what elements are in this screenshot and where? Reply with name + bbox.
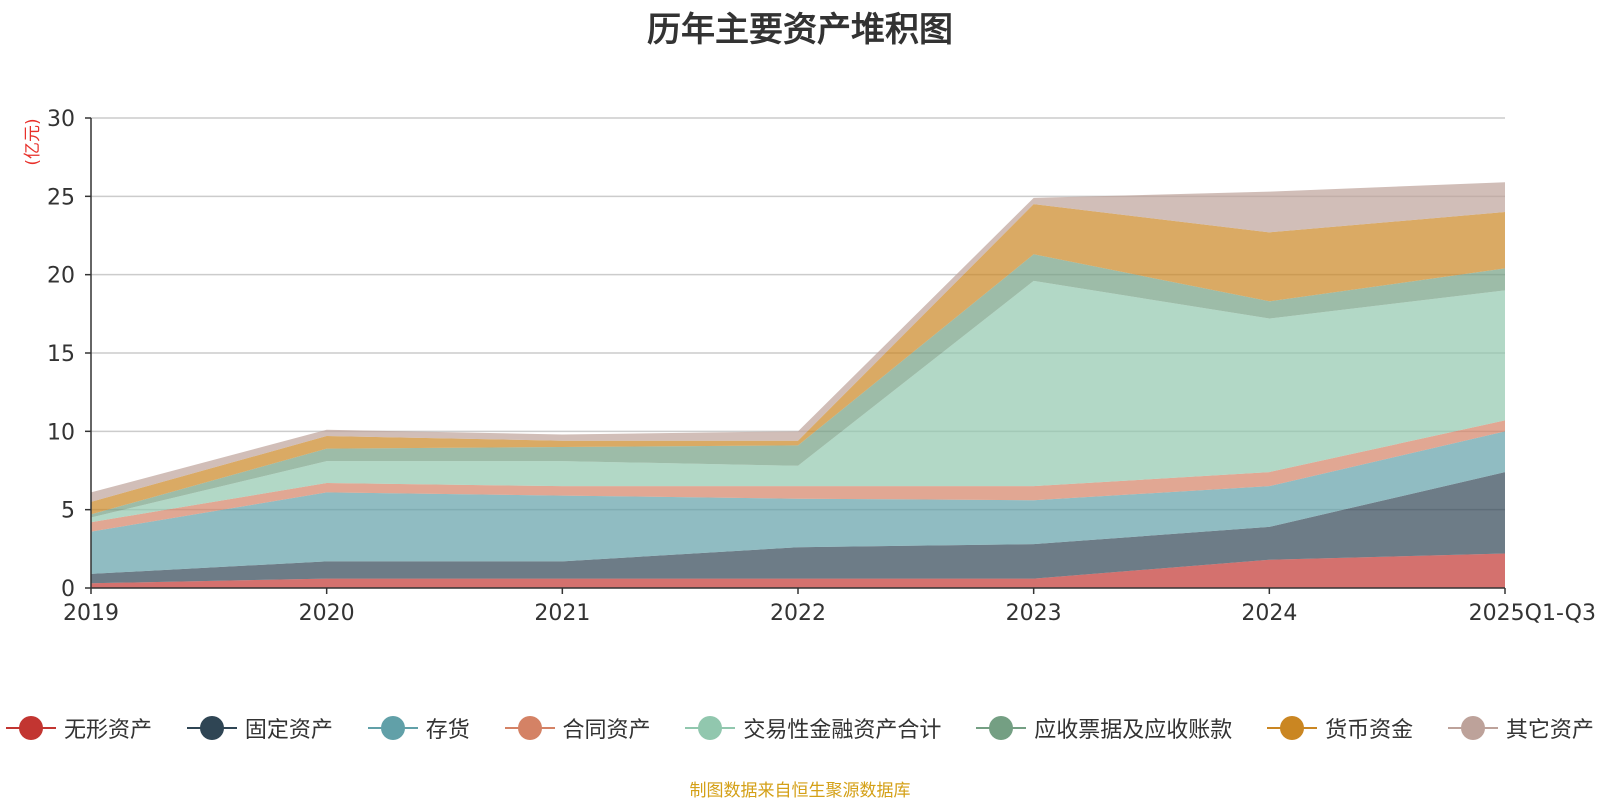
axes: 0 5 10 15 20 25 30 2019 2020 2021 2022 2023 2024 2025… [47, 107, 1596, 626]
area-series-3[interactable] [91, 431, 1505, 574]
legend-label: 无形资产 [64, 718, 153, 743]
y-tick-label: 0 [61, 577, 75, 602]
legend-label: 交易性金融资产合计 [743, 718, 942, 743]
y-tick-label: 20 [47, 264, 75, 289]
legend-item[interactable]: 合同资产 [504, 712, 651, 744]
x-tick-label: 2021 [534, 601, 590, 626]
legend: 无形资产 固定资产 存货 合同资产 交易性金融资产合计 应收票据及应收账款 货币资金 其它资产 [6, 712, 1594, 744]
legend-marker-icon [6, 715, 56, 741]
area-series-1[interactable] [91, 553, 1505, 588]
legend-label: 固定资产 [244, 718, 333, 743]
y-tick-label: 30 [47, 107, 75, 132]
legend-item[interactable]: 货币资金 [1267, 712, 1413, 744]
area-series-8[interactable] [91, 182, 1505, 502]
x-tick-label: 2020 [299, 601, 355, 626]
x-tick-label: 2019 [63, 601, 119, 626]
x-tick-label: 2022 [770, 601, 826, 626]
legend-label: 其它资产 [1505, 718, 1594, 743]
legend-item[interactable]: 无形资产 [6, 712, 152, 744]
legend-item[interactable]: 交易性金融资产合计 [685, 712, 941, 744]
y-tick-label: 25 [47, 185, 75, 210]
chart-title: 历年主要资产堆积图 [647, 10, 953, 50]
x-tick-label: 2024 [1241, 601, 1297, 626]
legend-item[interactable]: 存货 [367, 712, 470, 744]
legend-marker-icon [685, 715, 736, 741]
area-series-2[interactable] [91, 472, 1505, 584]
y-tick-label: 5 [61, 499, 75, 524]
legend-label: 货币资金 [1325, 718, 1414, 743]
legend-marker-icon [1447, 715, 1498, 741]
area-series-group [91, 182, 1505, 588]
area-series-7[interactable] [91, 204, 1505, 515]
legend-marker-icon [367, 715, 418, 741]
legend-item[interactable]: 其它资产 [1447, 712, 1594, 744]
legend-label: 存货 [425, 718, 470, 743]
area-series-6[interactable] [91, 254, 1505, 518]
legend-marker-icon [186, 715, 237, 741]
legend-marker-icon [504, 715, 555, 741]
y-tick-label: 10 [47, 420, 75, 445]
x-tick-label: 2023 [1006, 601, 1062, 626]
x-tick-label: 2025Q1-Q3 [1469, 601, 1596, 626]
y-axis-unit-label: (亿元) [23, 118, 43, 165]
legend-label: 应收票据及应收账款 [1034, 718, 1233, 743]
legend-label: 合同资产 [562, 718, 651, 743]
source-note: 制图数据来自恒生聚源数据库 [689, 781, 911, 801]
legend-item[interactable]: 固定资产 [186, 712, 333, 744]
legend-item[interactable]: 应收票据及应收账款 [976, 712, 1232, 744]
area-series-4[interactable] [91, 420, 1505, 532]
area-series-5[interactable] [91, 280, 1505, 523]
y-tick-label: 15 [47, 342, 75, 367]
legend-marker-icon [976, 715, 1027, 741]
legend-marker-icon [1267, 715, 1318, 741]
